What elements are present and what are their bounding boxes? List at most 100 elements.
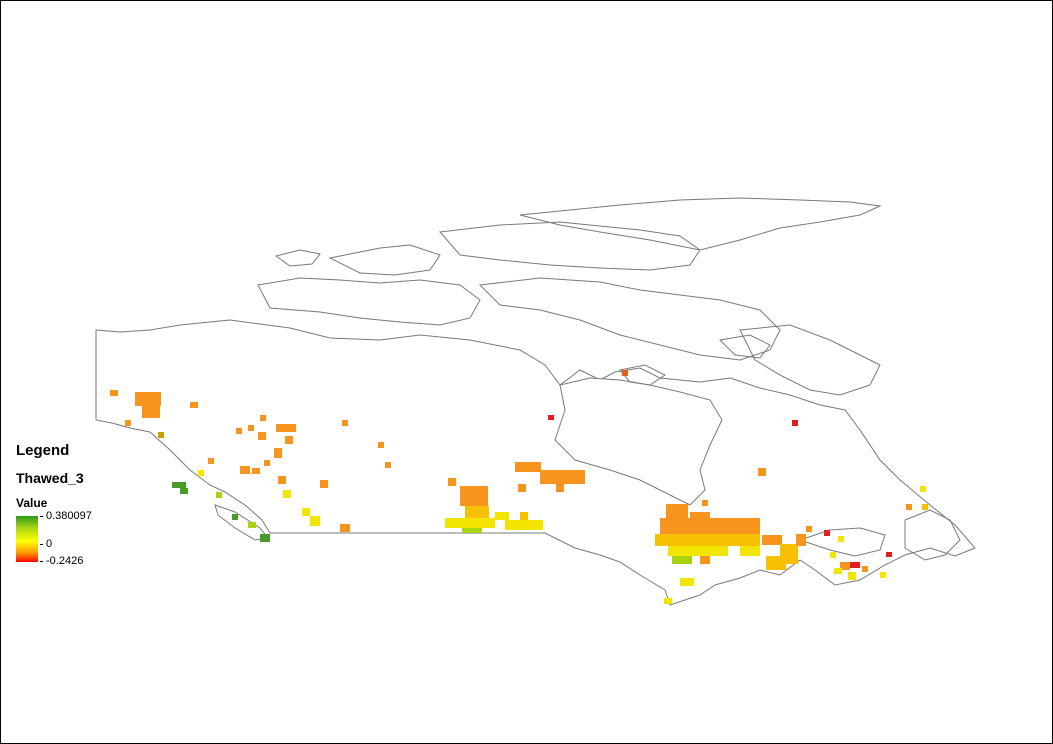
data-cell	[142, 406, 160, 418]
legend-tick-min	[40, 561, 43, 562]
arctic-island	[257, 277, 481, 326]
data-cell	[320, 480, 328, 488]
data-cell	[690, 512, 710, 518]
data-cell	[824, 530, 830, 536]
arctic-island	[619, 364, 666, 386]
data-cell	[276, 424, 296, 432]
data-cells-prairies	[445, 462, 585, 533]
data-cell	[780, 544, 798, 564]
data-cell	[180, 488, 188, 494]
data-cell	[556, 484, 564, 492]
legend-tick-mid	[40, 544, 43, 545]
data-cell	[385, 462, 391, 468]
data-cell	[906, 504, 912, 510]
arctic-island	[328, 244, 441, 276]
data-cell	[515, 462, 541, 472]
legend-max-label: 0.380097	[46, 510, 92, 522]
data-cell	[462, 528, 482, 533]
arctic-island	[519, 197, 882, 251]
data-cell	[505, 520, 543, 530]
data-cell	[540, 470, 585, 484]
data-cell	[172, 482, 186, 488]
data-cell	[834, 568, 842, 574]
data-cell	[445, 518, 495, 528]
data-cell	[668, 546, 728, 556]
data-cell	[850, 562, 860, 568]
data-cell	[260, 415, 266, 421]
data-cell	[248, 425, 254, 431]
arctic-island	[739, 324, 881, 396]
newfoundland	[904, 509, 961, 561]
legend-title: Legend	[16, 442, 70, 459]
data-cell	[848, 572, 856, 580]
data-cell	[660, 518, 760, 534]
data-cell	[664, 598, 672, 604]
data-cell	[495, 512, 509, 520]
data-cell	[680, 578, 694, 586]
data-cell	[125, 420, 131, 426]
data-cell	[378, 442, 384, 448]
data-cell	[862, 566, 868, 572]
data-cell	[796, 534, 806, 546]
data-cell	[520, 512, 528, 520]
data-cell	[518, 484, 526, 492]
arctic-island	[718, 334, 771, 359]
data-cell	[252, 468, 260, 474]
arctic-island	[478, 277, 781, 361]
data-cell	[340, 524, 350, 532]
data-cell	[830, 552, 836, 558]
data-cell	[208, 458, 214, 464]
legend-tick-max	[40, 516, 43, 517]
data-cell	[758, 468, 766, 476]
data-cell	[548, 415, 554, 420]
data-cell	[310, 516, 320, 526]
data-cell	[838, 536, 844, 542]
data-cell	[922, 504, 928, 510]
data-cell	[460, 486, 488, 506]
data-cell	[285, 436, 293, 444]
data-cell	[302, 508, 310, 516]
data-cell	[740, 546, 760, 556]
data-cell	[248, 522, 256, 528]
data-cell	[135, 392, 161, 406]
canada-outline	[95, 319, 976, 606]
gulf-coast	[798, 527, 886, 557]
data-cell	[342, 420, 348, 426]
data-cell	[840, 562, 850, 570]
data-cell	[240, 466, 250, 474]
data-cell	[792, 420, 798, 426]
data-cell	[622, 370, 628, 376]
legend-layer-name: Thawed_3	[16, 470, 84, 486]
data-cell	[465, 506, 489, 518]
arctic-island	[274, 249, 321, 267]
data-cell	[920, 486, 926, 492]
data-cell	[880, 572, 886, 578]
legend-mid-label: 0	[46, 538, 53, 550]
data-cell	[762, 535, 782, 545]
data-cell	[702, 500, 708, 506]
data-cells-east	[548, 370, 928, 604]
data-cell	[283, 490, 291, 498]
data-cell	[274, 448, 282, 458]
arctic-island	[439, 221, 701, 271]
data-cell	[264, 460, 270, 466]
data-cell	[700, 556, 710, 564]
data-cell	[110, 390, 118, 396]
data-cell	[448, 478, 456, 486]
data-cell	[236, 428, 242, 434]
data-cell	[216, 492, 222, 498]
data-cell	[260, 534, 270, 542]
data-cell	[655, 534, 760, 546]
legend-field-label: Value	[16, 496, 48, 510]
legend-min-label: -0.2426	[46, 555, 84, 567]
data-cell	[886, 552, 892, 557]
data-cell	[190, 402, 198, 408]
color-ramp	[16, 516, 38, 562]
data-cell	[158, 432, 164, 438]
data-cell	[806, 526, 812, 532]
data-cell	[278, 476, 286, 484]
data-cell	[672, 556, 692, 564]
hudson-bay	[554, 377, 723, 506]
